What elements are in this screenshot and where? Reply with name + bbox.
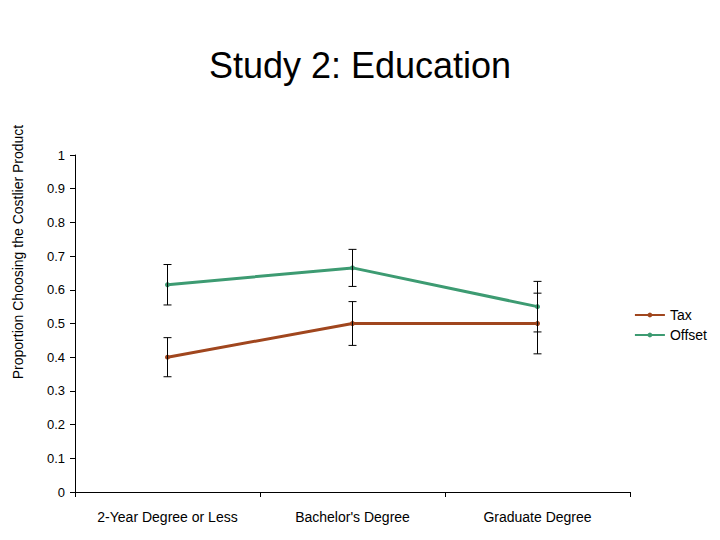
svg-text:1: 1 xyxy=(58,148,65,163)
svg-text:0: 0 xyxy=(58,485,65,500)
svg-text:0.7: 0.7 xyxy=(47,249,65,264)
svg-text:Bachelor's Degree: Bachelor's Degree xyxy=(295,509,410,525)
svg-text:0.9: 0.9 xyxy=(47,181,65,196)
svg-text:Study 2: Education: Study 2: Education xyxy=(209,45,511,86)
svg-text:2-Year Degree or Less: 2-Year Degree or Less xyxy=(97,509,237,525)
svg-text:Offset: Offset xyxy=(670,327,707,343)
svg-text:0.1: 0.1 xyxy=(47,451,65,466)
svg-text:0.6: 0.6 xyxy=(47,282,65,297)
svg-text:Tax: Tax xyxy=(670,307,692,323)
svg-text:0.2: 0.2 xyxy=(47,417,65,432)
svg-text:0.8: 0.8 xyxy=(47,215,65,230)
svg-text:Graduate Degree: Graduate Degree xyxy=(483,509,591,525)
svg-text:0.3: 0.3 xyxy=(47,383,65,398)
svg-text:Proportion Choosing the Costli: Proportion Choosing the Costlier Product xyxy=(10,125,26,380)
svg-text:0.5: 0.5 xyxy=(47,316,65,331)
svg-text:0.4: 0.4 xyxy=(47,350,65,365)
